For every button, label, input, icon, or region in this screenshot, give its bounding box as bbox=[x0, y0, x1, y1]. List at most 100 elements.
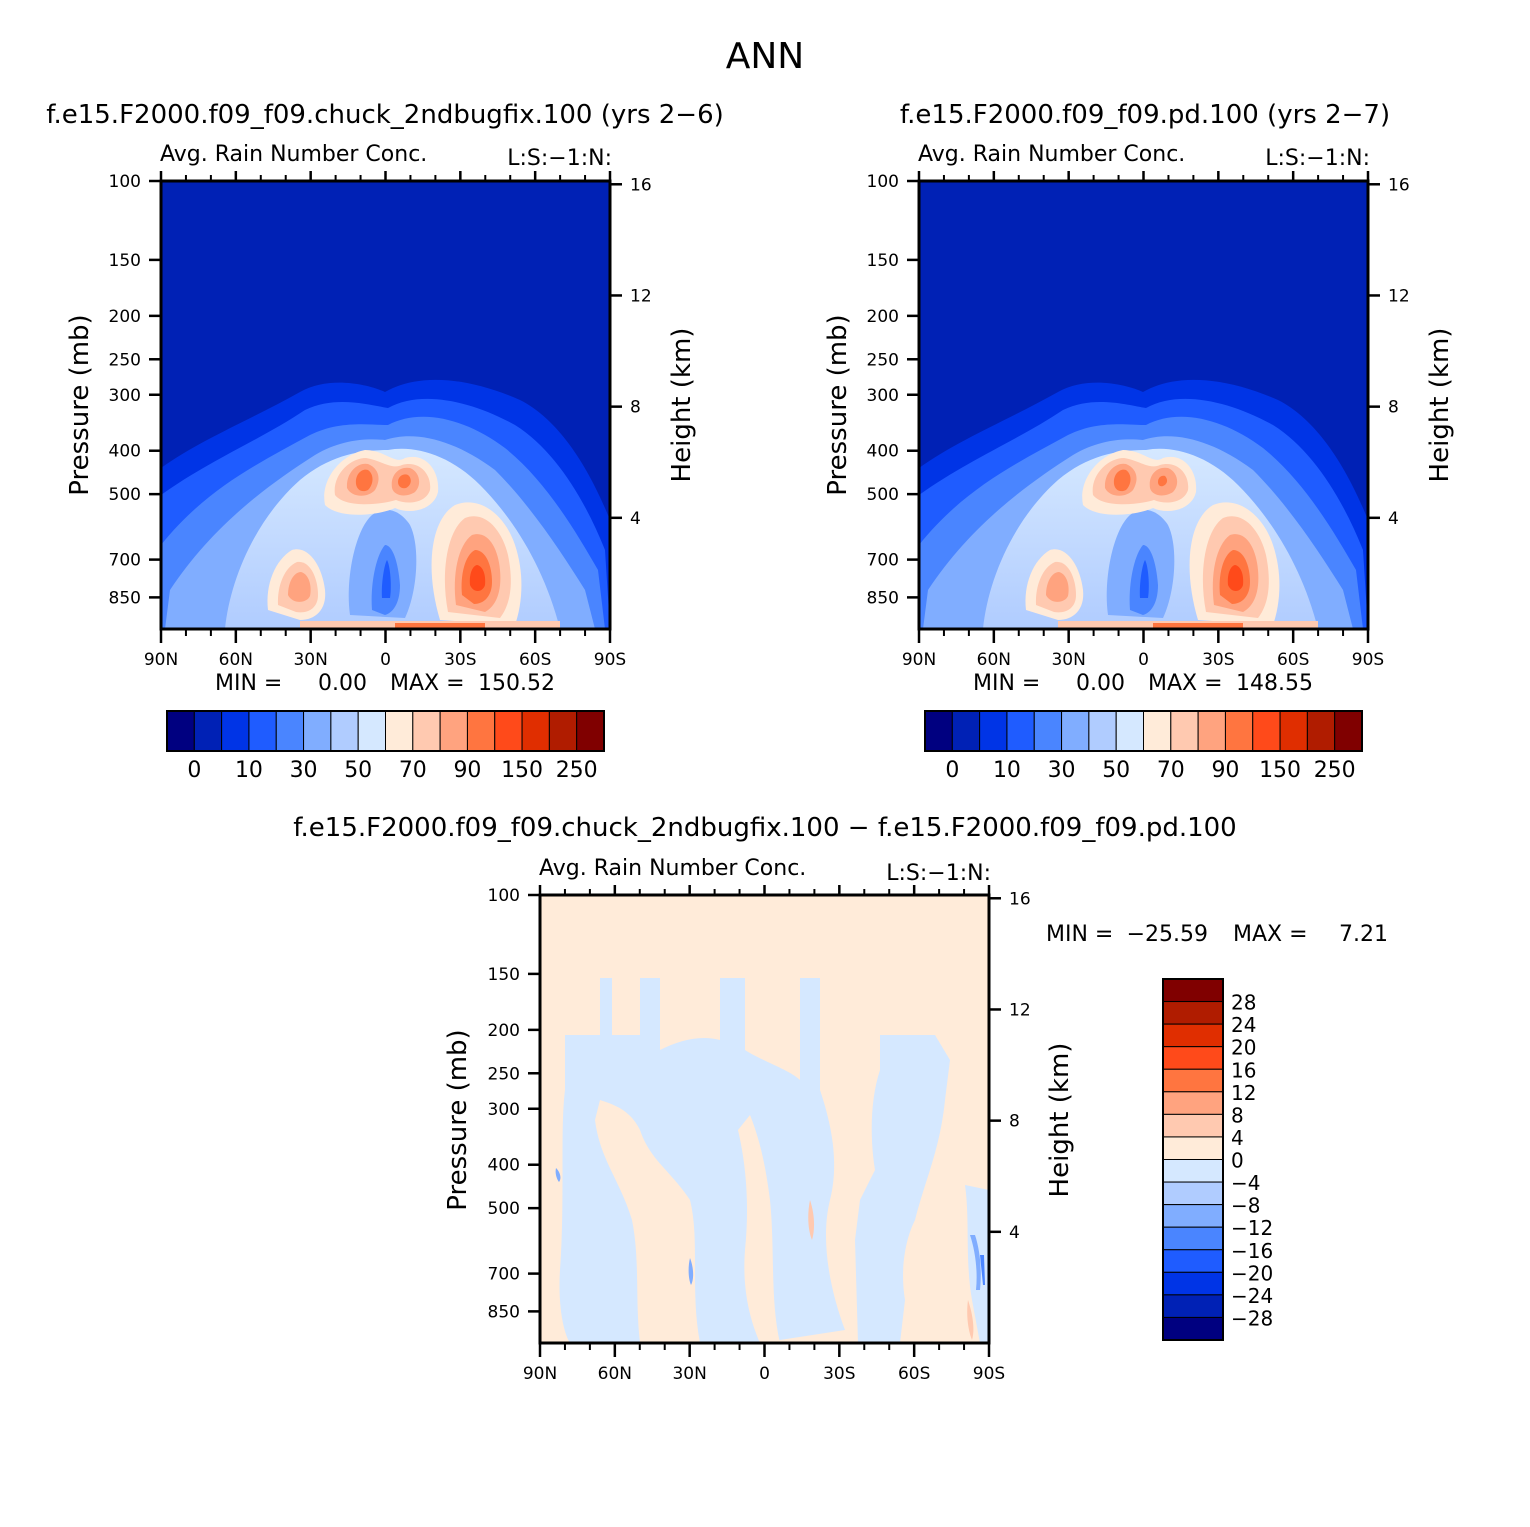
colorbar-label: 10 bbox=[993, 758, 1021, 783]
colorbar-swatch bbox=[979, 710, 1008, 752]
colorbar-label: −8 bbox=[1231, 1194, 1260, 1218]
x-tick-label: 60N bbox=[219, 650, 253, 670]
colorbar-swatch bbox=[221, 710, 250, 752]
colorbar-swatch bbox=[576, 710, 605, 752]
min-value: −25.59 bbox=[1127, 922, 1208, 947]
colorbar-swatch bbox=[412, 710, 441, 752]
colorbar-label: −28 bbox=[1231, 1306, 1273, 1330]
x-tick-label: 30N bbox=[1051, 650, 1085, 670]
min-label: MIN = bbox=[1046, 922, 1113, 947]
y-axis-label: Pressure (mb) bbox=[65, 314, 95, 495]
colorbar-swatch bbox=[466, 710, 496, 752]
y-tick-right-label: 4 bbox=[1009, 1223, 1020, 1243]
y-tick-label: 850 bbox=[488, 1302, 520, 1322]
colorbar-swatch bbox=[1279, 710, 1308, 752]
contour-layer bbox=[559, 1035, 640, 1343]
plot-area bbox=[919, 181, 1368, 629]
contour-layer bbox=[1113, 469, 1168, 492]
y-tick-right-label: 8 bbox=[1009, 1112, 1020, 1132]
colorbar-swatch bbox=[1197, 710, 1226, 752]
y-tick-label: 400 bbox=[488, 1156, 520, 1176]
units-label: L:S:−1:N: bbox=[507, 146, 612, 171]
colorbar-label: 250 bbox=[1314, 758, 1356, 783]
colorbar-label: 24 bbox=[1231, 1013, 1256, 1037]
min-value: 0.00 bbox=[318, 671, 367, 696]
contour-layer bbox=[355, 469, 411, 492]
colorbar-swatch bbox=[494, 710, 523, 752]
colorbar-label: 70 bbox=[1157, 758, 1185, 783]
colorbar-swatch bbox=[1033, 710, 1063, 752]
colorbar bbox=[1162, 978, 1224, 1341]
colorbar-swatch bbox=[1162, 1136, 1224, 1160]
y-axis-label: Pressure (mb) bbox=[823, 314, 853, 495]
x-tick-label: 0 bbox=[1138, 650, 1149, 670]
colorbar bbox=[924, 710, 1363, 752]
y-tick-label: 300 bbox=[867, 386, 899, 406]
colorbar-swatch bbox=[1162, 1159, 1224, 1183]
x-tick-label: 0 bbox=[380, 650, 391, 670]
y-axis-label-right: Height (km) bbox=[1045, 1043, 1075, 1198]
colorbar-swatch bbox=[1162, 1001, 1224, 1025]
y-tick-label: 500 bbox=[867, 485, 899, 505]
panel-case2: f.e15.F2000.f09_f09.pd.100 (yrs 2−7) Avg… bbox=[823, 100, 1455, 783]
colorbar-swatch bbox=[1162, 1271, 1224, 1296]
colorbar-label: 0 bbox=[945, 758, 959, 783]
colorbar-swatch bbox=[1162, 1068, 1224, 1093]
y-tick-right-label: 16 bbox=[1388, 175, 1410, 195]
colorbar-label: 28 bbox=[1231, 991, 1256, 1015]
variable-label: Avg. Rain Number Conc. bbox=[539, 856, 806, 881]
x-tick-label: 90N bbox=[523, 1364, 557, 1384]
contour-layer bbox=[1139, 560, 1149, 598]
colorbar-label: 12 bbox=[1231, 1081, 1256, 1105]
y-tick-label: 200 bbox=[488, 1021, 520, 1041]
variable-label: Avg. Rain Number Conc. bbox=[918, 142, 1185, 167]
y-tick-right-label: 8 bbox=[1388, 398, 1399, 418]
colorbar-swatch bbox=[330, 710, 359, 752]
y-tick-label: 100 bbox=[109, 172, 141, 192]
colorbar-label: −4 bbox=[1231, 1171, 1260, 1195]
colorbar-swatch bbox=[1162, 1316, 1224, 1341]
y-tick-label: 200 bbox=[867, 307, 899, 327]
colorbar-swatch bbox=[1162, 1023, 1224, 1048]
units-label: L:S:−1:N: bbox=[886, 861, 991, 886]
case-title: f.e15.F2000.f09_f09.pd.100 (yrs 2−7) bbox=[900, 100, 1390, 130]
x-tick-label: 30S bbox=[823, 1364, 855, 1384]
contour-layer bbox=[1227, 565, 1244, 592]
x-tick-label: 30S bbox=[1202, 650, 1234, 670]
y-tick-label: 700 bbox=[488, 1265, 520, 1285]
colorbar-swatch bbox=[548, 710, 578, 752]
panel-case1: f.e15.F2000.f09_f09.chuck_2ndbugfix.100 … bbox=[46, 100, 724, 783]
colorbar-swatch bbox=[1143, 710, 1172, 752]
contour-layer bbox=[600, 978, 845, 1343]
colorbar-swatch bbox=[193, 710, 223, 752]
colorbar-label: 30 bbox=[1048, 758, 1076, 783]
colorbar-swatch bbox=[275, 710, 305, 752]
max-label: MAX = bbox=[1148, 671, 1223, 696]
x-tick-label: 30N bbox=[672, 1364, 706, 1384]
min-label: MIN = bbox=[215, 671, 282, 696]
max-label: MAX = bbox=[390, 671, 465, 696]
y-tick-label: 700 bbox=[109, 551, 141, 571]
contour-layer bbox=[288, 572, 311, 602]
y-tick-label: 250 bbox=[867, 350, 899, 370]
case-title: f.e15.F2000.f09_f09.chuck_2ndbugfix.100 … bbox=[46, 100, 724, 130]
y-tick-right-label: 16 bbox=[630, 175, 652, 195]
y-tick-right-label: 4 bbox=[630, 509, 641, 529]
colorbar-label: 0 bbox=[1231, 1149, 1244, 1173]
min-label: MIN = bbox=[973, 671, 1040, 696]
colorbar-label: 30 bbox=[290, 758, 318, 783]
contour-layer bbox=[395, 623, 485, 629]
y-tick-label: 200 bbox=[109, 307, 141, 327]
colorbar-swatch bbox=[1162, 1226, 1224, 1251]
colorbar-swatch bbox=[303, 710, 332, 752]
colorbar-label: 50 bbox=[344, 758, 372, 783]
colorbar-swatch bbox=[1162, 1091, 1224, 1115]
colorbar-swatch bbox=[1252, 710, 1281, 752]
colorbar-label: 20 bbox=[1231, 1036, 1256, 1060]
colorbar-label: 8 bbox=[1231, 1103, 1244, 1127]
colorbar-swatch bbox=[521, 710, 550, 752]
y-tick-label: 100 bbox=[488, 886, 520, 906]
colorbar-frame bbox=[924, 710, 1363, 752]
y-tick-label: 300 bbox=[488, 1100, 520, 1120]
plot-area bbox=[161, 181, 610, 629]
